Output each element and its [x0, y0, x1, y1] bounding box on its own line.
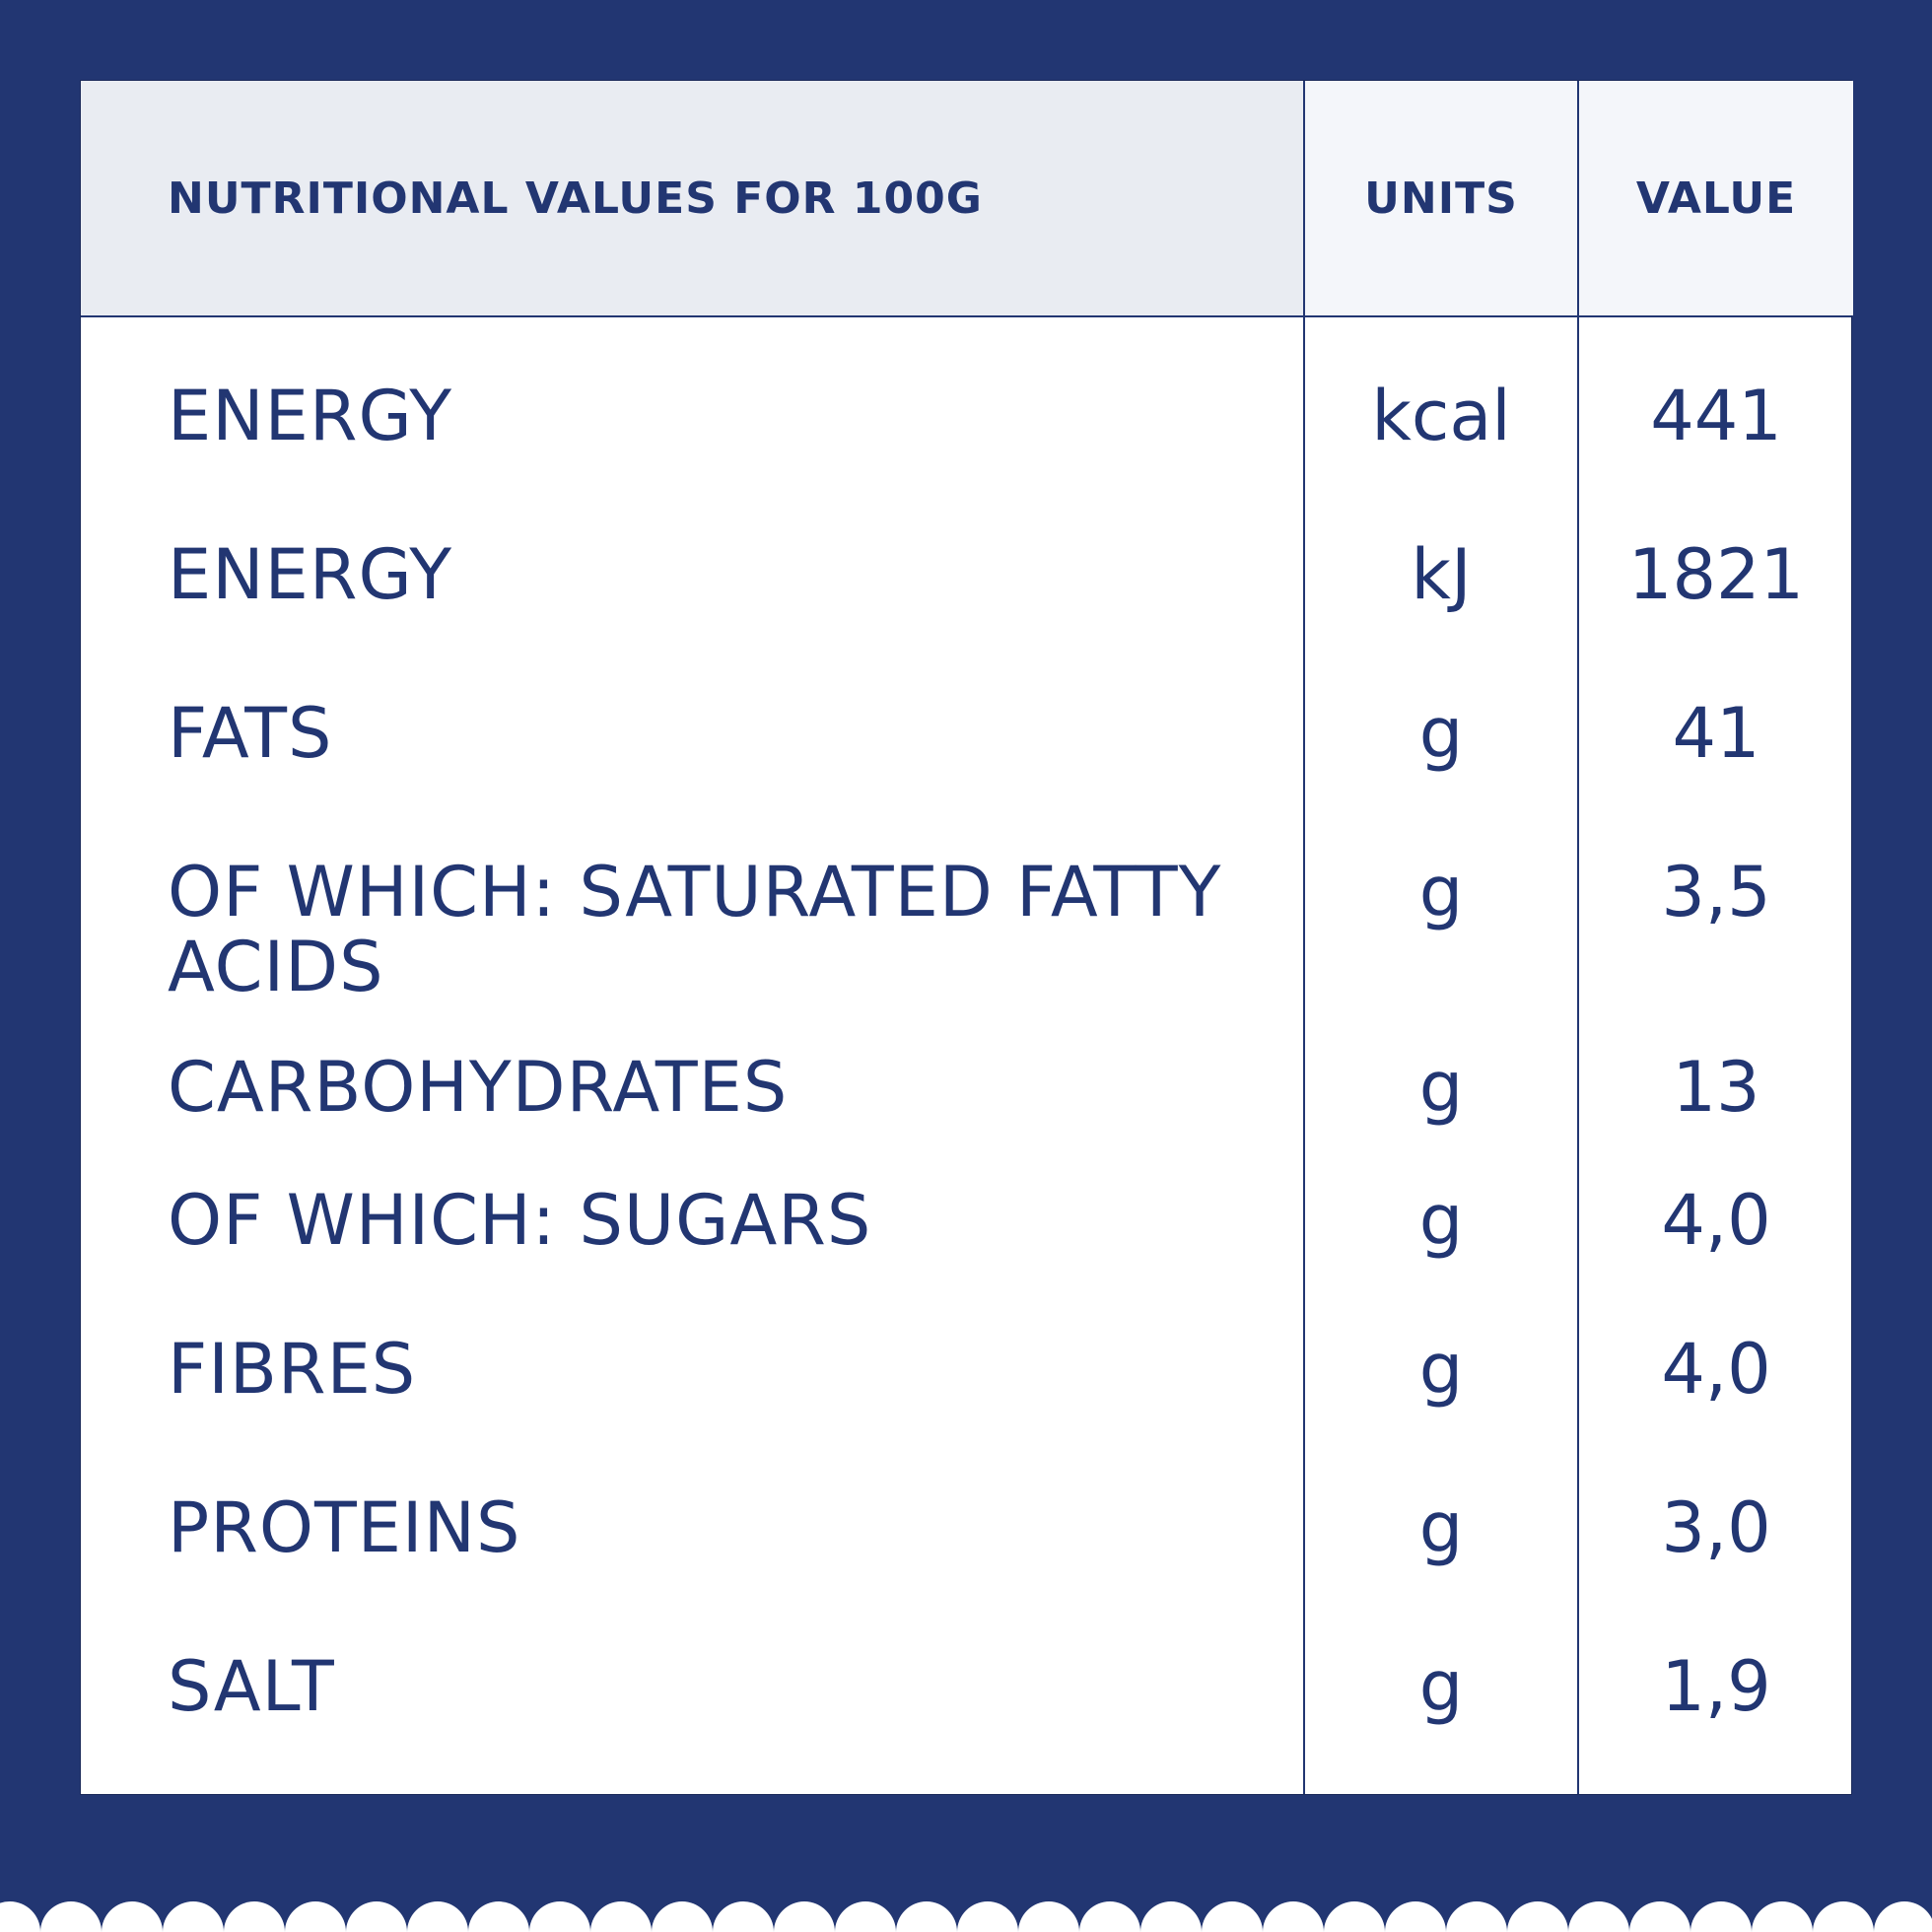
scallop	[1446, 1901, 1507, 1932]
header-units-label: UNITS	[1364, 172, 1518, 224]
scallop	[1324, 1901, 1385, 1932]
nutrient-value: 3,5	[1661, 852, 1771, 932]
scallop	[468, 1901, 529, 1932]
scallop	[1629, 1901, 1690, 1932]
scallop	[529, 1901, 590, 1932]
nutrient-unit: g	[1418, 1180, 1464, 1261]
scalloped-edge	[0, 1901, 1932, 1932]
scallop	[407, 1901, 468, 1932]
scallop	[774, 1901, 835, 1932]
scallop	[896, 1901, 957, 1932]
scallop	[1568, 1901, 1629, 1932]
nutrient-unit: g	[1418, 693, 1464, 774]
nutrient-value: 41	[1672, 693, 1760, 774]
nutrient-name: ENERGY	[168, 376, 452, 456]
nutrient-name: OF WHICH: SATURATED FATTY ACIDS	[168, 852, 1222, 1007]
header-units-cell: UNITS	[1305, 81, 1577, 315]
scallop	[1018, 1901, 1079, 1932]
nutrient-value: 4,0	[1661, 1329, 1771, 1410]
scallop	[835, 1901, 896, 1932]
nutrient-name: SALT	[168, 1646, 335, 1727]
scallop	[957, 1901, 1018, 1932]
scallop	[652, 1901, 713, 1932]
scallop	[1140, 1901, 1202, 1932]
nutrient-unit: g	[1418, 1646, 1464, 1727]
column-divider	[1303, 81, 1305, 1794]
scallop	[40, 1901, 102, 1932]
nutrient-value: 4,0	[1661, 1180, 1771, 1261]
nutrition-table: NUTRITIONAL VALUES FOR 100G UNITS VALUE …	[80, 80, 1853, 1795]
scallop	[102, 1901, 163, 1932]
nutrient-value: 441	[1650, 376, 1782, 456]
nutrient-name: CARBOHYDRATES	[168, 1047, 789, 1128]
column-divider	[1577, 81, 1579, 1794]
scallop	[1079, 1901, 1140, 1932]
scallop	[713, 1901, 774, 1932]
table-header: NUTRITIONAL VALUES FOR 100G UNITS VALUE	[81, 81, 1853, 317]
scallop	[1813, 1901, 1874, 1932]
scallop	[224, 1901, 285, 1932]
header-value-cell: VALUE	[1579, 81, 1853, 315]
header-name-cell: NUTRITIONAL VALUES FOR 100G	[81, 81, 1303, 315]
nutrient-value: 1821	[1627, 534, 1805, 615]
nutrient-name: FATS	[168, 693, 333, 774]
scallop	[1202, 1901, 1263, 1932]
scallop	[1263, 1901, 1324, 1932]
scallop	[346, 1901, 407, 1932]
nutrient-value: 1,9	[1661, 1646, 1771, 1727]
nutrient-name: FIBRES	[168, 1329, 417, 1410]
nutrient-name: PROTEINS	[168, 1487, 521, 1568]
nutrient-unit: g	[1418, 1487, 1464, 1568]
scallop	[1507, 1901, 1568, 1932]
scallop	[1752, 1901, 1813, 1932]
scallop	[1690, 1901, 1752, 1932]
nutrient-unit: kJ	[1411, 534, 1472, 615]
scallop	[1874, 1901, 1932, 1932]
header-value-label: VALUE	[1635, 172, 1797, 224]
nutrient-unit: g	[1418, 852, 1464, 932]
nutrient-value: 3,0	[1661, 1487, 1771, 1568]
nutrient-value: 13	[1672, 1047, 1760, 1128]
nutrient-unit: g	[1418, 1329, 1464, 1410]
scallop	[163, 1901, 224, 1932]
scallop	[0, 1901, 40, 1932]
scallop	[590, 1901, 652, 1932]
nutrient-name: ENERGY	[168, 534, 452, 615]
nutrient-unit: g	[1418, 1047, 1464, 1128]
nutrient-name: OF WHICH: SUGARS	[168, 1180, 872, 1261]
header-name-label: NUTRITIONAL VALUES FOR 100G	[168, 172, 983, 224]
nutrient-unit: kcal	[1371, 376, 1511, 456]
scallop	[1385, 1901, 1446, 1932]
scallop	[285, 1901, 346, 1932]
